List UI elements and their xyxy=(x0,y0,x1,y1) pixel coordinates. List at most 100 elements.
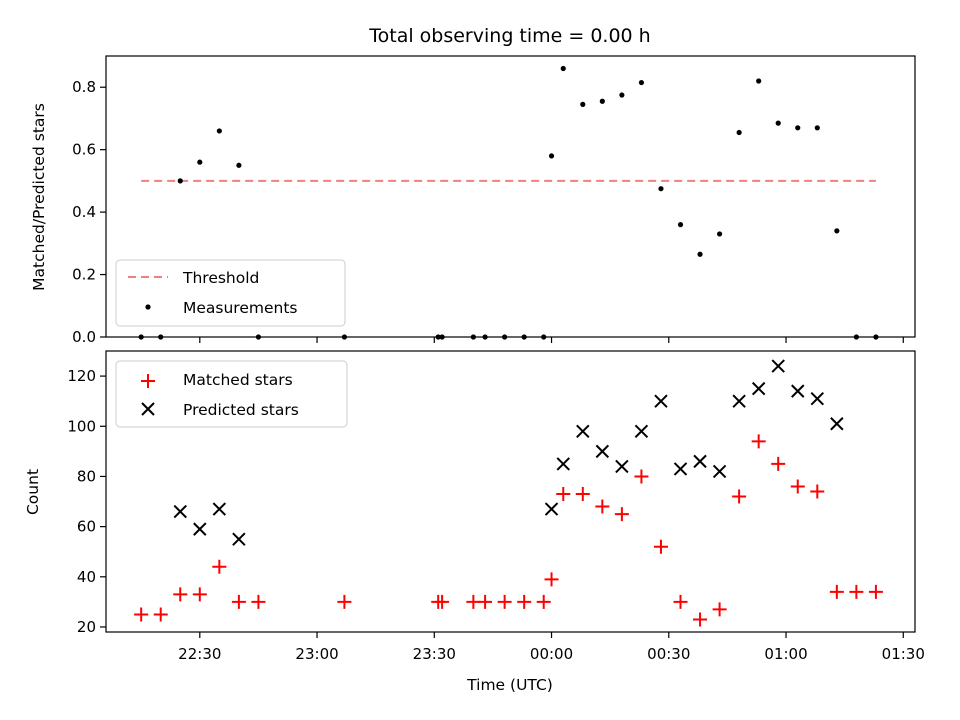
predicted-star-point xyxy=(673,462,688,476)
legend-measurements-swatch xyxy=(145,304,151,310)
matched-star-point xyxy=(435,594,450,609)
measurement-point xyxy=(834,228,840,234)
bottom-y-tick-label: 120 xyxy=(67,367,96,385)
measurement-point xyxy=(716,231,723,237)
x-axis-label: Time (UTC) xyxy=(466,676,553,694)
measurement-point xyxy=(548,153,555,159)
predicted-star-point xyxy=(791,384,805,398)
bottom-panel-frame xyxy=(105,350,916,633)
predicted-star-point xyxy=(576,424,590,438)
matched-star-point xyxy=(595,499,610,514)
matched-star-point xyxy=(556,487,571,502)
matched-star-point xyxy=(544,572,559,587)
bottom-y-axis-label: Count xyxy=(24,469,42,515)
matched-star-point xyxy=(575,487,590,502)
measurement-point xyxy=(775,120,781,126)
bottom-y-tick-label: 80 xyxy=(77,467,96,485)
matched-star-point xyxy=(251,594,266,609)
predicted-star-point xyxy=(693,454,707,469)
matched-star-point xyxy=(134,607,149,622)
x-tick-label: 01:00 xyxy=(764,645,807,663)
matched-star-point xyxy=(673,594,688,609)
predicted-star-point xyxy=(751,381,766,396)
legend-measurements-label: Measurements xyxy=(183,299,298,317)
bottom-y-tick-label: 20 xyxy=(77,618,96,636)
matched-star-point xyxy=(231,594,246,609)
bottom-y-tick-label: 100 xyxy=(67,417,96,435)
legend-predicted-swatch xyxy=(141,402,155,416)
predicted-star-point xyxy=(830,417,844,431)
matched-star-point xyxy=(849,584,864,599)
top-y-tick-label: 0.6 xyxy=(72,141,96,159)
measurement-point xyxy=(599,98,605,104)
matched-star-point xyxy=(337,594,352,609)
matched-star-point xyxy=(466,594,481,609)
x-tick-label: 01:30 xyxy=(882,645,925,663)
x-tick-label: 00:30 xyxy=(647,645,690,663)
matched-star-point xyxy=(212,559,227,574)
predicted-star-point xyxy=(232,532,246,546)
measurement-point xyxy=(560,65,566,72)
x-tick-label: 23:30 xyxy=(413,645,456,663)
bottom-y-tick-label: 40 xyxy=(77,568,96,586)
predicted-star-point xyxy=(810,391,825,406)
matched-star-point xyxy=(536,594,551,609)
measurement-point xyxy=(677,222,684,228)
predicted-star-point xyxy=(544,502,559,516)
measurement-point xyxy=(658,186,664,192)
top-x-axis-ticks xyxy=(199,337,904,343)
matched-star-point xyxy=(653,539,668,554)
measurement-point xyxy=(236,162,242,168)
matched-star-point xyxy=(712,602,727,617)
x-tick-label: 00:00 xyxy=(530,645,573,663)
matched-star-point xyxy=(634,469,649,484)
legend-matched-label: Matched stars xyxy=(183,371,293,389)
matched-star-point xyxy=(771,456,786,471)
measurement-point xyxy=(756,78,762,84)
predicted-star-point xyxy=(615,459,629,474)
x-tick-label: 23:00 xyxy=(295,645,338,663)
top-legend-box xyxy=(115,259,346,327)
matched-star-point xyxy=(751,434,766,449)
top-legend: Threshold Measurements xyxy=(115,259,346,327)
bottom-panel-plot-area xyxy=(134,359,883,627)
legend-predicted-label: Predicted stars xyxy=(183,401,299,419)
matched-star-point xyxy=(693,612,708,627)
matched-star-point xyxy=(614,507,629,522)
bottom-y-axis: 20 40 60 80 100 120 xyxy=(67,367,106,636)
top-y-tick-label: 0.4 xyxy=(72,203,96,221)
matched-star-point xyxy=(790,479,805,494)
measurement-point xyxy=(697,251,703,257)
matched-star-point xyxy=(829,584,844,599)
measurement-point xyxy=(795,125,801,131)
predicted-star-point xyxy=(212,502,227,516)
top-y-tick-label: 0.0 xyxy=(72,328,96,346)
predicted-star-point xyxy=(771,359,785,373)
chart-title: Total observing time = 0.00 h xyxy=(368,25,650,47)
legend-threshold-label: Threshold xyxy=(182,269,259,287)
measurement-point xyxy=(619,92,625,98)
predicted-star-point xyxy=(654,394,668,408)
matched-star-point xyxy=(497,594,512,609)
matched-star-point xyxy=(192,587,207,602)
x-tick-label: 22:30 xyxy=(178,645,221,663)
predicted-star-point xyxy=(173,504,187,519)
predicted-star-point xyxy=(634,424,649,438)
top-y-axis: 0.0 0.2 0.4 0.6 0.8 xyxy=(72,78,106,346)
matched-star-point xyxy=(810,484,825,499)
bottom-legend-box xyxy=(115,360,348,428)
matched-star-point xyxy=(173,587,188,602)
bottom-x-axis: 22:30 23:00 23:30 00:00 00:30 01:00 01:30 xyxy=(178,632,925,663)
matched-star-point xyxy=(153,607,168,622)
matched-star-point xyxy=(478,594,493,609)
top-y-tick-label: 0.8 xyxy=(72,78,96,96)
measurement-point xyxy=(638,79,645,86)
measurement-point xyxy=(197,159,203,165)
legend-matched-swatch xyxy=(141,374,155,388)
bottom-legend: Matched stars Predicted stars xyxy=(115,360,348,428)
matched-star-point xyxy=(732,489,747,504)
measurement-point xyxy=(814,125,820,131)
top-y-tick-label: 0.2 xyxy=(72,266,96,284)
predicted-star-point xyxy=(712,464,727,479)
